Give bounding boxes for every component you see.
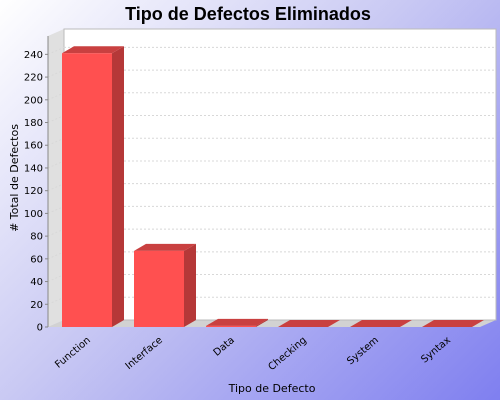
y-axis: 0 20 40 60 80 100 120 140 160 180 200 220 240 bbox=[24, 36, 49, 334]
y-tick-label: 20 bbox=[30, 300, 43, 311]
grid-line-side bbox=[47, 228, 65, 237]
grid-line-side bbox=[47, 183, 65, 192]
grid-line-side bbox=[47, 137, 65, 146]
y-tick-label: 60 bbox=[30, 254, 43, 265]
bar bbox=[422, 320, 484, 327]
x-tick-label: Interface bbox=[124, 335, 165, 372]
grid-line-side bbox=[47, 296, 65, 305]
grid-line-side bbox=[47, 69, 65, 78]
x-tick-label: System bbox=[345, 335, 381, 367]
x-tick-label: Syntax bbox=[419, 335, 453, 366]
plot-back-wall bbox=[64, 29, 496, 320]
bar bbox=[62, 46, 124, 327]
bar-side bbox=[112, 46, 124, 327]
grid-line-side bbox=[47, 251, 65, 260]
plot-side-wall bbox=[48, 29, 64, 327]
bar-front bbox=[62, 53, 112, 327]
bar-top bbox=[62, 46, 124, 54]
bar-top bbox=[134, 243, 196, 251]
grid-lines bbox=[47, 46, 496, 305]
y-axis-label: # Total de Defectos bbox=[8, 124, 21, 232]
y-tick-label: 180 bbox=[24, 118, 43, 129]
grid-line-side bbox=[47, 92, 65, 101]
grid-line-side bbox=[47, 205, 65, 214]
bar-side bbox=[184, 243, 196, 327]
y-tick-label: 80 bbox=[30, 232, 43, 243]
bars bbox=[62, 46, 484, 327]
y-tick-label: 0 bbox=[37, 323, 43, 334]
x-axis: Function Interface Data Checking System Synta… bbox=[53, 335, 453, 373]
grid-line-side bbox=[47, 115, 65, 123]
bar-top bbox=[350, 320, 412, 327]
grid-line-side bbox=[47, 274, 65, 283]
bar-top bbox=[278, 320, 340, 327]
x-tick-label: Data bbox=[212, 335, 237, 359]
bar-top bbox=[206, 318, 268, 326]
x-tick-label: Function bbox=[53, 335, 93, 371]
x-tick-label: Checking bbox=[266, 335, 308, 373]
bar bbox=[206, 318, 268, 327]
y-tick-label: 160 bbox=[24, 141, 43, 152]
bar bbox=[278, 320, 340, 327]
y-tick-label: 220 bbox=[24, 73, 43, 84]
bar-top bbox=[422, 320, 484, 327]
y-tick-label: 200 bbox=[24, 95, 43, 106]
bar bbox=[350, 320, 412, 327]
bar-side bbox=[256, 318, 268, 327]
x-axis-label: Tipo de Defecto bbox=[228, 382, 316, 395]
y-tick-label: 140 bbox=[24, 163, 43, 174]
grid-line-side bbox=[47, 160, 65, 169]
bar bbox=[134, 243, 196, 327]
bar-front bbox=[134, 250, 184, 327]
y-tick-label: 240 bbox=[24, 50, 43, 61]
chart-title: Tipo de Defectos Eliminados bbox=[125, 4, 371, 24]
y-tick-label: 120 bbox=[24, 186, 43, 197]
y-tick-label: 100 bbox=[24, 209, 43, 220]
grid-line-side bbox=[47, 46, 65, 55]
y-tick-label: 40 bbox=[30, 277, 43, 288]
bar-front bbox=[206, 325, 256, 327]
